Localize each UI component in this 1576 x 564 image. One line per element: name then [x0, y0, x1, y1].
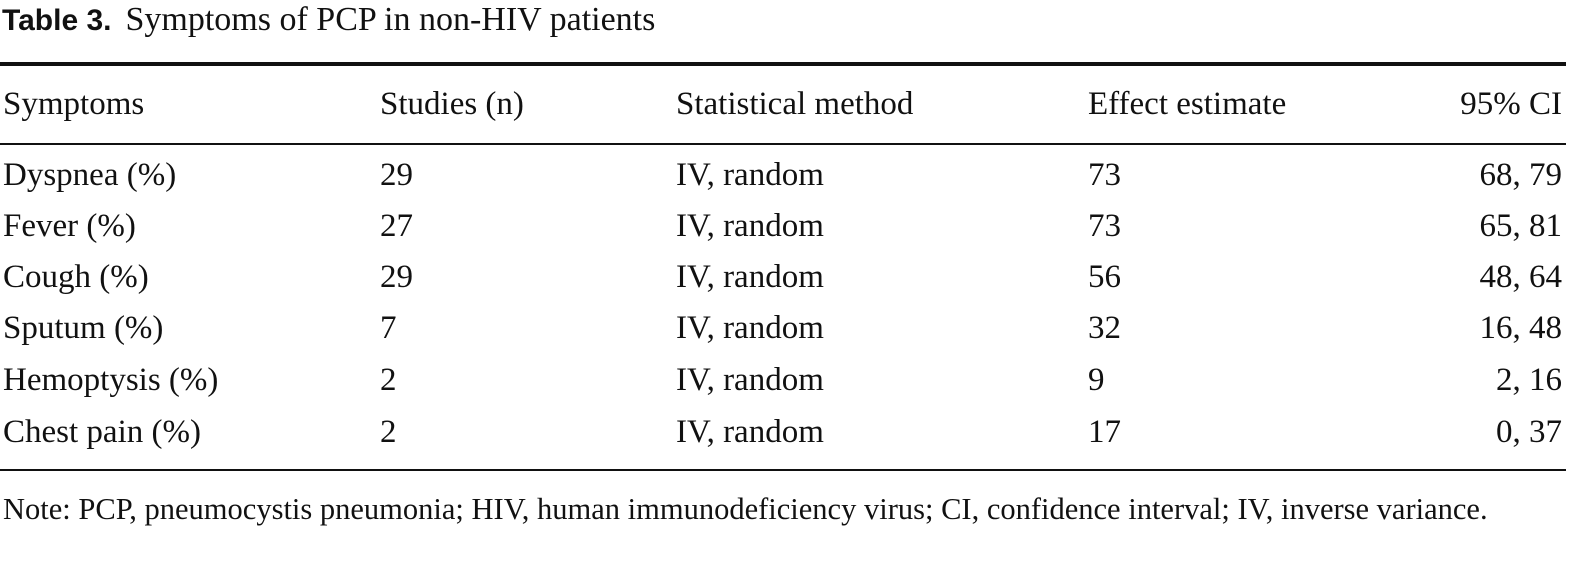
column-header-studies: Studies (n): [380, 86, 524, 122]
method-cell: IV, random: [676, 362, 824, 398]
table-row: Fever (%) 27 IV, random 73 65, 81: [0, 201, 1566, 251]
method-cell: IV, random: [676, 310, 824, 346]
table-caption: Table 3. Symptoms of PCP in non-HIV patie…: [2, 0, 655, 41]
table-row: Chest pain (%) 2 IV, random 17 0, 37: [0, 407, 1566, 457]
table-top-rule: [0, 62, 1566, 66]
method-cell: IV, random: [676, 208, 824, 244]
studies-cell: 29: [380, 259, 413, 295]
table-bottom-rule: [0, 469, 1566, 471]
method-cell: IV, random: [676, 259, 824, 295]
effect-cell: 17: [1088, 414, 1121, 450]
ci-cell: 48, 64: [1479, 259, 1563, 295]
table-row: Dyspnea (%) 29 IV, random 73 68, 79: [0, 150, 1566, 200]
table-row: Hemoptysis (%) 2 IV, random 9 2, 16: [0, 355, 1566, 405]
table-header-row: Symptoms Studies (n) Statistical method …: [0, 79, 1566, 129]
method-cell: IV, random: [676, 414, 824, 450]
column-header-symptoms: Symptoms: [3, 86, 145, 122]
studies-cell: 27: [380, 208, 413, 244]
method-cell: IV, random: [676, 157, 824, 193]
ci-cell: 0, 37: [1496, 414, 1562, 450]
symptom-cell: Fever (%): [3, 208, 136, 244]
effect-cell: 56: [1088, 259, 1121, 295]
column-header-95-ci: 95% CI: [1460, 86, 1562, 122]
table-row: Cough (%) 29 IV, random 56 48, 64: [0, 252, 1566, 302]
table-row: Sputum (%) 7 IV, random 32 16, 48: [0, 303, 1566, 353]
effect-cell: 9: [1088, 362, 1105, 398]
ci-cell: 68, 79: [1479, 157, 1563, 193]
table-footnote: Note: PCP, pneumocystis pneumonia; HIV, …: [3, 492, 1488, 526]
effect-cell: 32: [1088, 310, 1121, 346]
table-header-rule: [0, 143, 1566, 145]
table-title: Symptoms of PCP in non-HIV patients: [125, 1, 656, 38]
table-label: Table 3.: [2, 4, 112, 37]
symptom-cell: Hemoptysis (%): [3, 362, 219, 398]
symptom-cell: Dyspnea (%): [3, 157, 177, 193]
ci-cell: 65, 81: [1479, 208, 1563, 244]
studies-cell: 2: [380, 414, 397, 450]
studies-cell: 7: [380, 310, 397, 346]
symptom-cell: Cough (%): [3, 259, 149, 295]
symptom-cell: Sputum (%): [3, 310, 164, 346]
studies-cell: 29: [380, 157, 413, 193]
ci-cell: 16, 48: [1479, 310, 1563, 346]
symptom-cell: Chest pain (%): [3, 414, 201, 450]
effect-cell: 73: [1088, 157, 1121, 193]
effect-cell: 73: [1088, 208, 1121, 244]
column-header-statistical-method: Statistical method: [676, 86, 914, 122]
column-header-effect-estimate: Effect estimate: [1088, 86, 1287, 122]
studies-cell: 2: [380, 362, 397, 398]
ci-cell: 2, 16: [1496, 362, 1562, 398]
